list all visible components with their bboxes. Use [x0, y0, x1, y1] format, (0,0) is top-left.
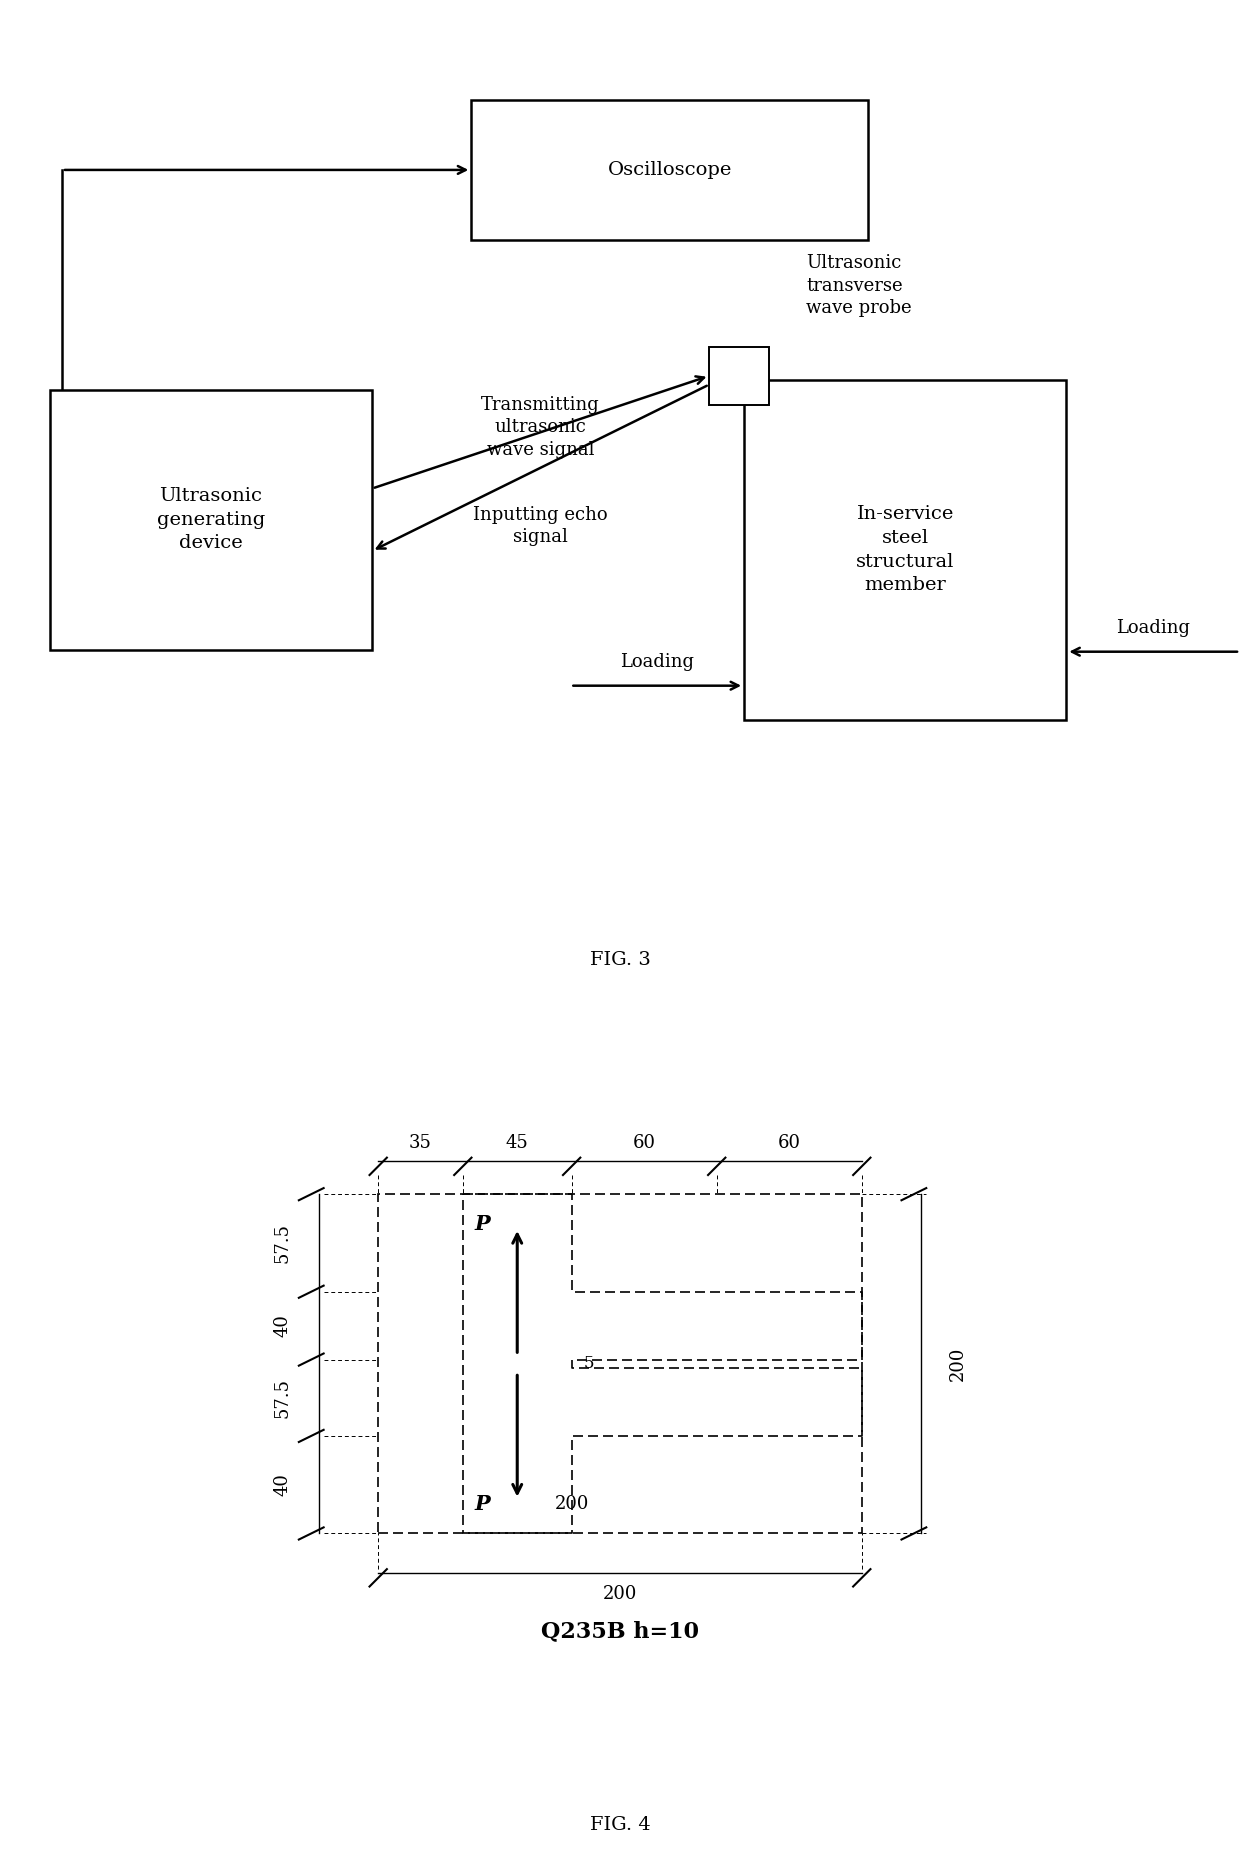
- Text: Ultrasonic
generating
device: Ultrasonic generating device: [156, 487, 265, 552]
- Bar: [744, 379, 1066, 720]
- Text: 40: 40: [273, 1473, 291, 1496]
- Text: 200: 200: [603, 1584, 637, 1603]
- Text: 45: 45: [506, 1135, 528, 1153]
- Text: Transmitting
ultrasonic
wave signal: Transmitting ultrasonic wave signal: [481, 396, 600, 459]
- Text: 40: 40: [273, 1314, 291, 1336]
- Text: 60: 60: [632, 1135, 656, 1153]
- Text: 200: 200: [949, 1348, 967, 1381]
- Bar: [471, 100, 868, 241]
- Text: Ultrasonic
transverse
wave probe: Ultrasonic transverse wave probe: [806, 254, 911, 317]
- Text: FIG. 3: FIG. 3: [589, 951, 651, 968]
- Bar: [378, 1194, 862, 1533]
- Text: 5: 5: [584, 1355, 594, 1372]
- Text: 200: 200: [554, 1496, 589, 1512]
- Bar: [709, 346, 769, 405]
- Text: 57.5: 57.5: [273, 1224, 291, 1262]
- Text: In-service
steel
structural
member: In-service steel structural member: [856, 505, 955, 594]
- Text: Inputting echo
signal: Inputting echo signal: [474, 505, 608, 546]
- Text: FIG. 4: FIG. 4: [590, 1816, 650, 1834]
- Text: P: P: [474, 1214, 490, 1235]
- Text: 60: 60: [777, 1135, 801, 1153]
- Text: Loading: Loading: [620, 653, 694, 670]
- Bar: [50, 391, 372, 650]
- Text: 35: 35: [409, 1135, 432, 1153]
- Text: Loading: Loading: [1116, 618, 1190, 637]
- Text: Oscilloscope: Oscilloscope: [608, 161, 732, 180]
- Text: Q235B h=10: Q235B h=10: [541, 1620, 699, 1642]
- Text: P: P: [474, 1494, 490, 1514]
- Text: 57.5: 57.5: [273, 1377, 291, 1418]
